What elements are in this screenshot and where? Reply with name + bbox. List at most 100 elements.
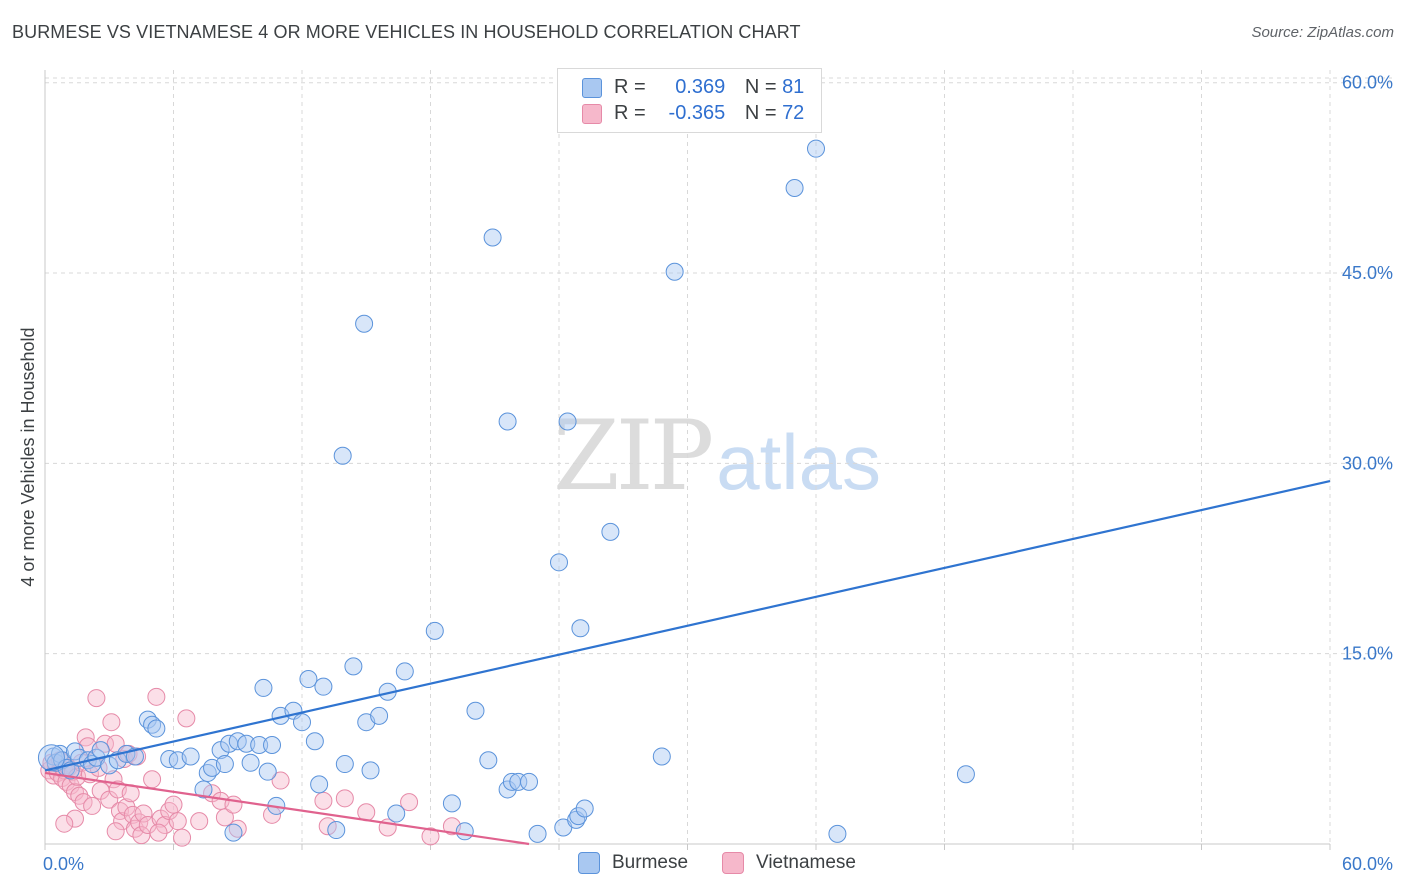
vietnamese-point xyxy=(318,817,337,836)
vietnamese-point xyxy=(74,793,93,812)
burmese-point xyxy=(575,799,594,818)
correlation-legend: R = 0.369 N = 81 R = -0.365 N = 72 xyxy=(557,68,822,133)
burmese-label: Burmese xyxy=(612,852,689,873)
burmese-point xyxy=(258,762,277,781)
vietnamese-point xyxy=(65,809,84,828)
vietnamese-swatch xyxy=(582,104,602,124)
vietnamese-point xyxy=(164,795,183,814)
vietnamese-point xyxy=(149,823,168,842)
burmese-point xyxy=(807,139,825,158)
y-tick-label: 15.0% xyxy=(1342,644,1393,664)
vietnamese-point xyxy=(143,770,162,789)
gridlines xyxy=(45,70,1392,844)
burmese-point xyxy=(355,314,374,333)
burmese-point xyxy=(425,621,444,640)
burmese-point xyxy=(293,713,311,732)
legend-n-label: N = xyxy=(744,102,777,124)
trend-lines xyxy=(44,480,1331,846)
tick-labels: 15.0% 30.0% 45.0% 60.0% 0.0% 60.0% 4 or more V… xyxy=(18,73,1393,874)
x-tick-label: 0.0% xyxy=(43,854,84,874)
vietnamese-point xyxy=(335,789,354,808)
vietnamese-point xyxy=(87,689,106,708)
chart-title: BURMESE VS VIETNAMESE 4 OR MORE VEHICLES… xyxy=(12,22,801,42)
vietnamese-point xyxy=(314,791,333,810)
vietnamese-label: Vietnamese xyxy=(756,852,856,873)
burmese-point xyxy=(509,772,528,791)
burmese-point xyxy=(455,822,474,841)
legend-r-value: 0.369 xyxy=(675,76,726,98)
vietnamese-point xyxy=(106,822,125,841)
burmese-point xyxy=(327,821,346,840)
vietnamese-point xyxy=(177,709,196,728)
burmese-point xyxy=(483,228,502,247)
burmese-point xyxy=(828,824,847,843)
burmese-point xyxy=(571,619,590,638)
legend-r-value: -0.365 xyxy=(668,102,726,124)
vietnamese-point xyxy=(83,796,102,815)
y-tick-label: 60.0% xyxy=(1342,73,1393,93)
vietnamese-point xyxy=(76,728,95,747)
burmese-point xyxy=(37,744,65,772)
burmese-point xyxy=(263,736,282,755)
burmese-point xyxy=(442,794,461,813)
vietnamese-point xyxy=(271,771,290,790)
axes xyxy=(44,70,1331,850)
burmese-point xyxy=(314,677,333,696)
vietnamese-point xyxy=(400,793,419,812)
vietnamese-point xyxy=(421,827,440,846)
burmese-point xyxy=(665,262,684,281)
burmese-point xyxy=(224,823,243,842)
y-tick-label: 30.0% xyxy=(1342,453,1393,473)
vietnamese-swatch xyxy=(722,852,744,874)
burmese-point xyxy=(479,751,498,770)
burmese-point xyxy=(652,747,671,766)
burmese-point xyxy=(241,753,260,772)
burmese-trend-line xyxy=(44,480,1331,772)
burmese-point xyxy=(395,662,414,681)
burmese-swatch xyxy=(582,78,602,98)
burmese-point xyxy=(254,678,273,697)
burmese-point xyxy=(370,706,389,725)
vietnamese-point xyxy=(55,814,74,833)
legend-n-value: 72 xyxy=(782,102,805,124)
burmese-point xyxy=(466,701,485,720)
burmese-point xyxy=(361,761,380,780)
vietnamese-point xyxy=(215,808,234,827)
burmese-point xyxy=(956,765,975,784)
y-axis-title: 4 or more Vehicles in Household xyxy=(18,327,38,586)
legend-r-label: R = xyxy=(614,76,646,98)
source-credit: Source: ZipAtlas.com xyxy=(1251,24,1394,41)
burmese-point xyxy=(387,804,406,823)
vietnamese-point xyxy=(168,812,187,831)
burmese-point xyxy=(333,446,352,465)
burmese-point xyxy=(498,412,517,431)
legend-n-value: 81 xyxy=(782,76,805,98)
watermark: ZIPatlas xyxy=(553,400,881,512)
vietnamese-points xyxy=(40,687,461,847)
vietnamese-point xyxy=(102,713,121,732)
burmese-swatch xyxy=(578,852,600,874)
vietnamese-point xyxy=(173,828,192,847)
burmese-point xyxy=(147,719,166,738)
burmese-point xyxy=(237,734,256,753)
vietnamese-point xyxy=(147,687,166,706)
burmese-point xyxy=(250,736,269,755)
burmese-point xyxy=(215,755,234,774)
burmese-points xyxy=(37,139,975,843)
burmese-point xyxy=(310,775,329,794)
burmese-point xyxy=(528,824,547,843)
y-tick-label: 45.0% xyxy=(1342,263,1393,283)
x-tick-label: 60.0% xyxy=(1342,854,1393,874)
legend-n-label: N = xyxy=(744,76,777,98)
burmese-point xyxy=(344,657,363,676)
burmese-point xyxy=(558,412,577,431)
burmese-point xyxy=(305,732,324,751)
burmese-point xyxy=(181,747,200,766)
watermark-atlas: atlas xyxy=(716,418,881,506)
burmese-point xyxy=(299,670,318,689)
legend-r-label: R = xyxy=(614,102,646,124)
burmese-point xyxy=(194,780,213,799)
burmese-point xyxy=(550,553,568,572)
vietnamese-point xyxy=(190,812,209,831)
